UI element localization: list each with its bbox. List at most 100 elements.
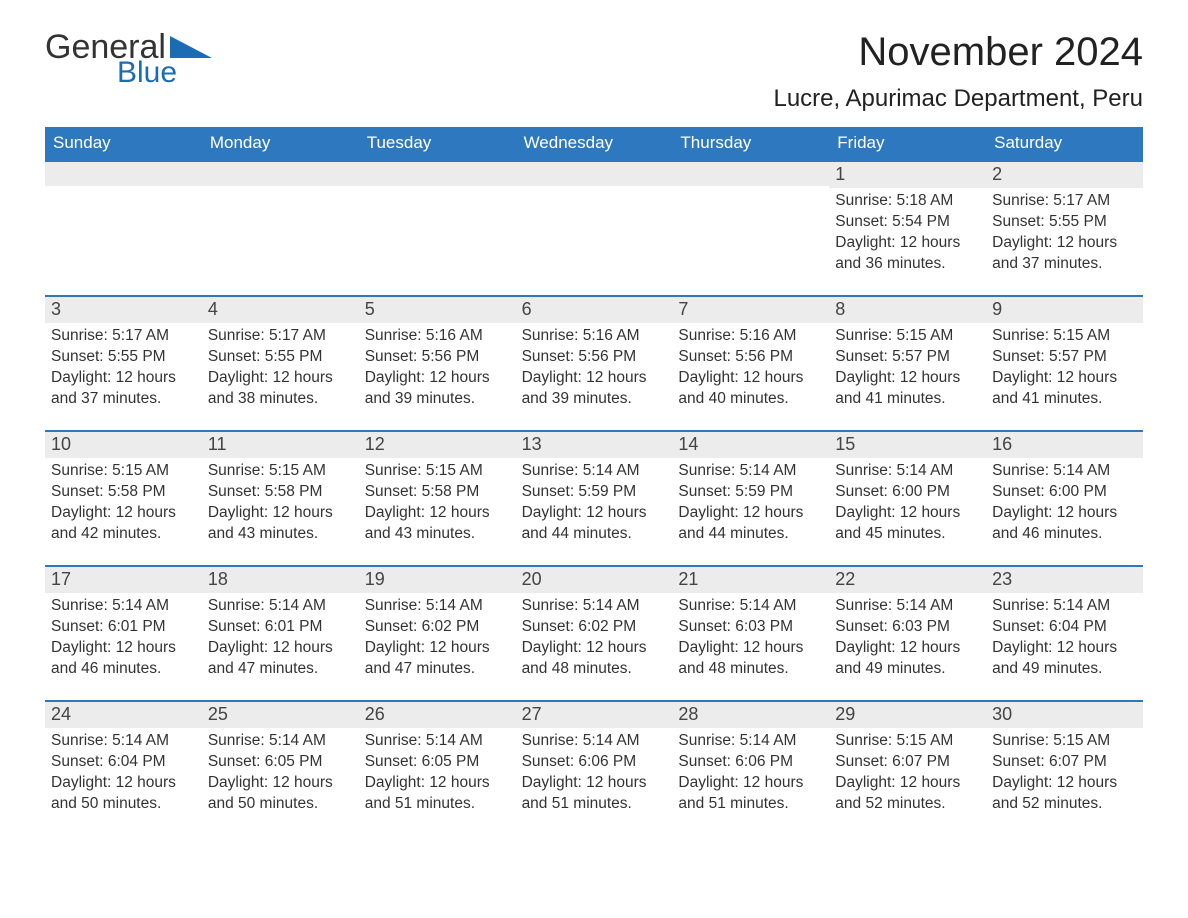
dow-header: Tuesday (359, 127, 516, 160)
day-sunset: Sunset: 5:59 PM (522, 482, 667, 503)
day-number: 5 (359, 297, 516, 323)
day-cell-empty (672, 160, 829, 295)
day-day1: Daylight: 12 hours (51, 638, 196, 659)
day-sunrise: Sunrise: 5:15 AM (208, 461, 353, 482)
day-sunset: Sunset: 5:59 PM (678, 482, 823, 503)
logo-triangle-icon (170, 36, 212, 58)
day-day2: and 41 minutes. (992, 389, 1137, 410)
day-sunrise: Sunrise: 5:15 AM (365, 461, 510, 482)
day-sunrise: Sunrise: 5:17 AM (992, 191, 1137, 212)
day-sunset: Sunset: 5:55 PM (992, 212, 1137, 233)
day-sunset: Sunset: 5:54 PM (835, 212, 980, 233)
day-cell-14: 14Sunrise: 5:14 AMSunset: 5:59 PMDayligh… (672, 430, 829, 565)
day-cell-empty (45, 160, 202, 295)
day-number: 27 (516, 702, 673, 728)
day-number: 8 (829, 297, 986, 323)
day-cell-20: 20Sunrise: 5:14 AMSunset: 6:02 PMDayligh… (516, 565, 673, 700)
day-sunrise: Sunrise: 5:16 AM (522, 326, 667, 347)
day-details: Sunrise: 5:15 AMSunset: 5:57 PMDaylight:… (829, 323, 986, 410)
day-cell-6: 6Sunrise: 5:16 AMSunset: 5:56 PMDaylight… (516, 295, 673, 430)
day-sunset: Sunset: 6:01 PM (51, 617, 196, 638)
day-sunset: Sunset: 5:58 PM (365, 482, 510, 503)
day-day1: Daylight: 12 hours (208, 773, 353, 794)
day-details: Sunrise: 5:15 AMSunset: 5:58 PMDaylight:… (359, 458, 516, 545)
day-day2: and 38 minutes. (208, 389, 353, 410)
day-details: Sunrise: 5:14 AMSunset: 6:05 PMDaylight:… (202, 728, 359, 815)
day-cell-4: 4Sunrise: 5:17 AMSunset: 5:55 PMDaylight… (202, 295, 359, 430)
day-day1: Daylight: 12 hours (365, 638, 510, 659)
day-cell-16: 16Sunrise: 5:14 AMSunset: 6:00 PMDayligh… (986, 430, 1143, 565)
day-sunrise: Sunrise: 5:17 AM (51, 326, 196, 347)
day-details: Sunrise: 5:14 AMSunset: 6:04 PMDaylight:… (986, 593, 1143, 680)
day-cell-26: 26Sunrise: 5:14 AMSunset: 6:05 PMDayligh… (359, 700, 516, 835)
day-sunrise: Sunrise: 5:15 AM (992, 731, 1137, 752)
day-number: 10 (45, 432, 202, 458)
day-sunset: Sunset: 6:05 PM (365, 752, 510, 773)
day-sunrise: Sunrise: 5:14 AM (992, 461, 1137, 482)
dow-header: Thursday (672, 127, 829, 160)
dow-header: Monday (202, 127, 359, 160)
day-day1: Daylight: 12 hours (522, 368, 667, 389)
day-details: Sunrise: 5:14 AMSunset: 6:00 PMDaylight:… (829, 458, 986, 545)
day-day2: and 47 minutes. (365, 659, 510, 680)
day-number (672, 162, 829, 186)
day-number (202, 162, 359, 186)
day-details: Sunrise: 5:14 AMSunset: 6:02 PMDaylight:… (516, 593, 673, 680)
day-cell-28: 28Sunrise: 5:14 AMSunset: 6:06 PMDayligh… (672, 700, 829, 835)
day-day2: and 52 minutes. (835, 794, 980, 815)
day-sunrise: Sunrise: 5:15 AM (835, 731, 980, 752)
day-day2: and 43 minutes. (365, 524, 510, 545)
day-number: 16 (986, 432, 1143, 458)
day-details: Sunrise: 5:14 AMSunset: 6:00 PMDaylight:… (986, 458, 1143, 545)
day-day1: Daylight: 12 hours (208, 638, 353, 659)
day-sunrise: Sunrise: 5:14 AM (208, 731, 353, 752)
day-cell-13: 13Sunrise: 5:14 AMSunset: 5:59 PMDayligh… (516, 430, 673, 565)
day-details: Sunrise: 5:15 AMSunset: 6:07 PMDaylight:… (829, 728, 986, 815)
day-number: 9 (986, 297, 1143, 323)
day-day1: Daylight: 12 hours (51, 368, 196, 389)
day-sunrise: Sunrise: 5:14 AM (835, 461, 980, 482)
logo: General Blue (45, 30, 212, 88)
day-sunrise: Sunrise: 5:14 AM (522, 461, 667, 482)
day-sunset: Sunset: 5:56 PM (678, 347, 823, 368)
day-details: Sunrise: 5:14 AMSunset: 6:06 PMDaylight:… (672, 728, 829, 815)
day-sunset: Sunset: 6:00 PM (992, 482, 1137, 503)
day-cell-21: 21Sunrise: 5:14 AMSunset: 6:03 PMDayligh… (672, 565, 829, 700)
day-sunrise: Sunrise: 5:14 AM (835, 596, 980, 617)
day-sunset: Sunset: 5:55 PM (208, 347, 353, 368)
day-details: Sunrise: 5:15 AMSunset: 5:58 PMDaylight:… (202, 458, 359, 545)
day-cell-empty (516, 160, 673, 295)
day-cell-empty (202, 160, 359, 295)
day-sunrise: Sunrise: 5:14 AM (678, 731, 823, 752)
day-day2: and 50 minutes. (208, 794, 353, 815)
day-details: Sunrise: 5:15 AMSunset: 5:58 PMDaylight:… (45, 458, 202, 545)
day-details: Sunrise: 5:16 AMSunset: 5:56 PMDaylight:… (672, 323, 829, 410)
day-sunset: Sunset: 6:06 PM (678, 752, 823, 773)
day-cell-29: 29Sunrise: 5:15 AMSunset: 6:07 PMDayligh… (829, 700, 986, 835)
day-details: Sunrise: 5:14 AMSunset: 5:59 PMDaylight:… (672, 458, 829, 545)
day-day1: Daylight: 12 hours (365, 368, 510, 389)
day-number: 3 (45, 297, 202, 323)
day-sunset: Sunset: 6:05 PM (208, 752, 353, 773)
day-day1: Daylight: 12 hours (522, 773, 667, 794)
day-number (45, 162, 202, 186)
day-details: Sunrise: 5:14 AMSunset: 6:02 PMDaylight:… (359, 593, 516, 680)
day-sunrise: Sunrise: 5:14 AM (365, 731, 510, 752)
day-details: Sunrise: 5:15 AMSunset: 5:57 PMDaylight:… (986, 323, 1143, 410)
dow-header: Sunday (45, 127, 202, 160)
day-number: 1 (829, 162, 986, 188)
day-cell-30: 30Sunrise: 5:15 AMSunset: 6:07 PMDayligh… (986, 700, 1143, 835)
day-day2: and 51 minutes. (522, 794, 667, 815)
day-day2: and 45 minutes. (835, 524, 980, 545)
day-number: 14 (672, 432, 829, 458)
day-day1: Daylight: 12 hours (51, 773, 196, 794)
day-sunrise: Sunrise: 5:14 AM (522, 596, 667, 617)
day-day2: and 51 minutes. (678, 794, 823, 815)
day-day1: Daylight: 12 hours (522, 638, 667, 659)
day-sunrise: Sunrise: 5:14 AM (365, 596, 510, 617)
day-cell-9: 9Sunrise: 5:15 AMSunset: 5:57 PMDaylight… (986, 295, 1143, 430)
day-day1: Daylight: 12 hours (835, 503, 980, 524)
day-cell-7: 7Sunrise: 5:16 AMSunset: 5:56 PMDaylight… (672, 295, 829, 430)
day-day2: and 50 minutes. (51, 794, 196, 815)
day-day1: Daylight: 12 hours (835, 773, 980, 794)
